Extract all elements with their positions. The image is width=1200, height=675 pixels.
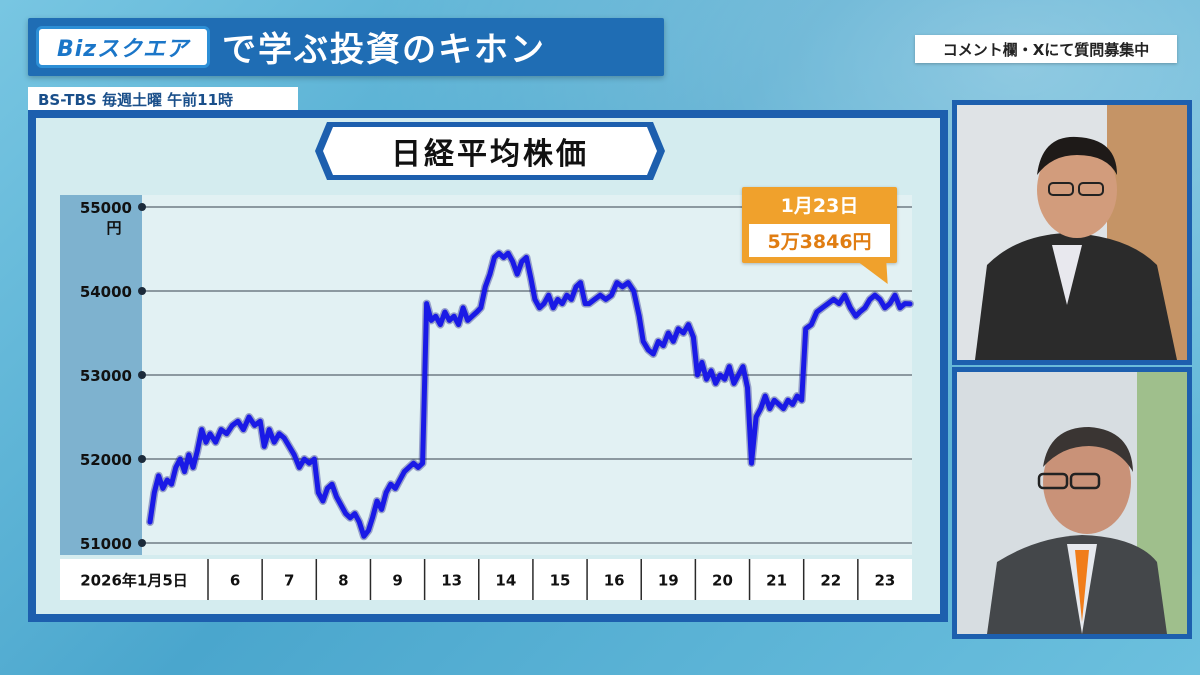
x-tick-label: 16 [604,572,625,590]
y-tick-label: 52000 [80,451,132,469]
header-title: で学ぶ投資のキホン [222,30,546,70]
video-frame-top [952,100,1192,365]
y-tick-dot [138,371,146,379]
video-feed-bottom [957,372,1187,634]
y-tick-label: 54000 [80,283,132,301]
x-tick-label: 13 [441,572,462,590]
y-tick-label: 55000 [80,199,132,217]
callout-date: 1月23日 [780,195,859,217]
x-tick-label: 2026年1月5日 [80,572,188,590]
comment-badge: コメント欄・Xにて質問募集中 [915,35,1177,63]
video-frame-bottom [952,367,1192,639]
y-axis-band [60,195,142,555]
y-tick-dot [138,287,146,295]
callout-value: 5万3846円 [749,224,890,257]
y-tick-dot [138,539,146,547]
x-tick-label: 9 [392,572,402,590]
y-axis-unit: 円 [106,219,121,237]
program-logo: Bizスクエア [36,26,210,68]
y-tick-label: 53000 [80,367,132,385]
x-tick-label: 14 [495,572,516,590]
x-tick-label: 6 [230,572,240,590]
y-tick-label: 51000 [80,535,132,553]
program-logo-text: Bizスクエア [56,37,190,62]
x-tick-label: 19 [658,572,679,590]
x-tick-label: 20 [712,572,733,590]
x-tick-label: 7 [284,572,294,590]
x-tick-label: 8 [338,572,348,590]
y-tick-dot [138,203,146,211]
x-tick-label: 22 [820,572,841,590]
chart-title: 日経平均株価 [391,137,589,172]
commentator-top [957,105,1187,360]
schedule-badge: BS-TBS 毎週土曜 午前11時 [28,87,298,112]
x-tick-label: 23 [874,572,895,590]
x-axis-band [60,559,912,600]
title-plate-shape [315,122,665,180]
x-tick-label: 21 [766,572,787,590]
commentator-bottom [957,372,1187,634]
series-line [147,250,913,539]
y-tick-dot [138,455,146,463]
chart-title-plate: 日経平均株価 [315,122,665,180]
video-feed-top [957,105,1187,360]
latest-value-callout: 1月23日 5万3846円 [742,187,897,263]
x-tick-label: 15 [550,572,571,590]
